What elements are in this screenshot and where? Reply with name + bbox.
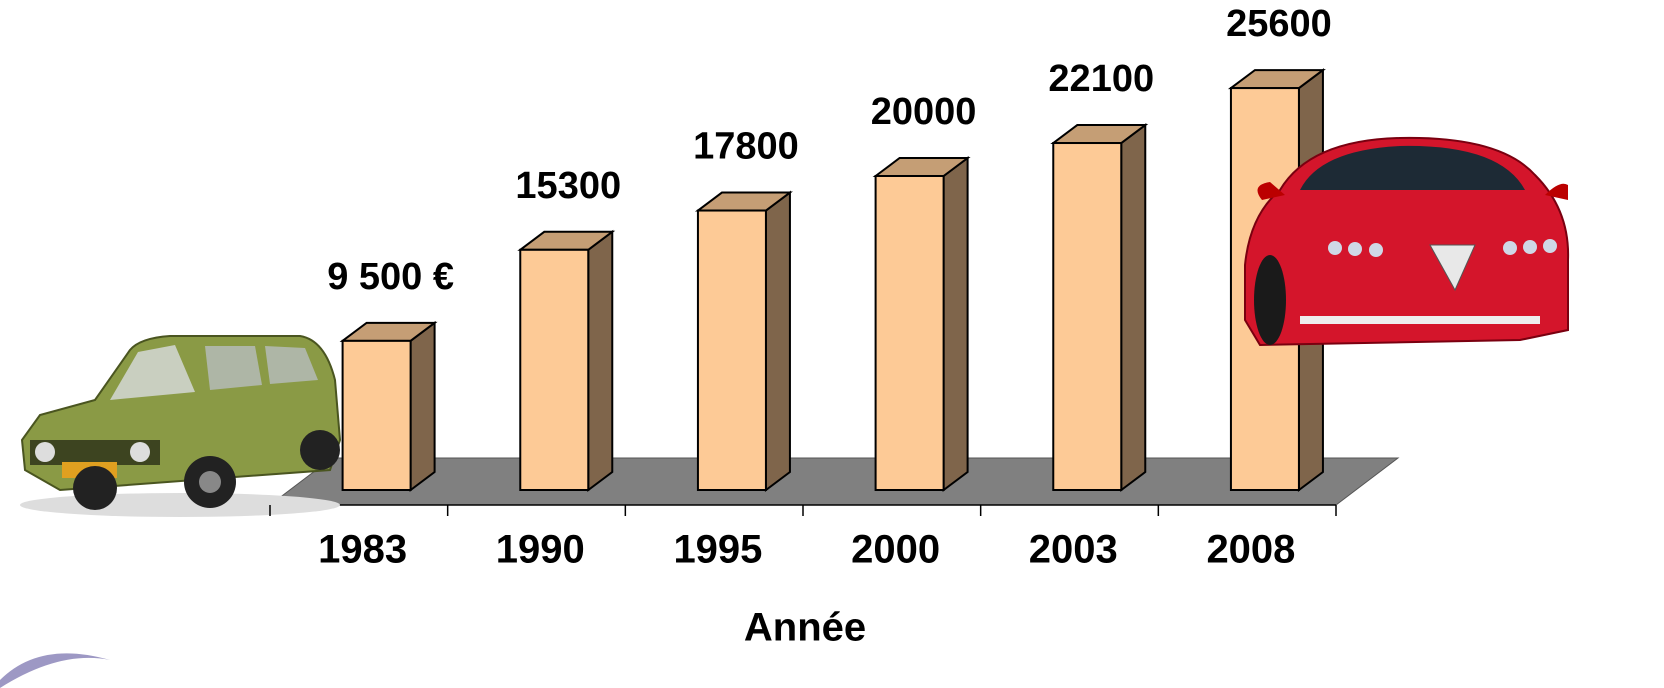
old-car-image [20, 335, 342, 517]
bar-side [764, 190, 791, 492]
x-tick-label: 2008 [1206, 528, 1295, 572]
value-label: 17800 [693, 126, 799, 168]
floor [268, 457, 1400, 506]
bar-side [409, 320, 436, 492]
bar-front [519, 248, 590, 491]
bar-side [1120, 123, 1147, 492]
bar-front [341, 339, 412, 491]
bar [694, 190, 793, 492]
bar-front [1052, 142, 1123, 491]
new-car-image [1244, 136, 1570, 347]
bar-front [696, 209, 767, 491]
bar-front [874, 175, 945, 491]
bar [339, 320, 438, 492]
x-tick-label: 2000 [851, 528, 940, 572]
bar [517, 229, 616, 492]
x-axis-title: Année [744, 606, 866, 650]
x-tick-label: 1983 [318, 528, 407, 572]
bar-side [942, 156, 969, 492]
value-label: 15300 [515, 165, 621, 207]
x-tick-label: 1990 [496, 528, 585, 572]
value-label: 20000 [871, 91, 977, 133]
value-label: 25600 [1226, 3, 1332, 45]
bar [872, 156, 971, 492]
value-label: 9 500 € [327, 256, 454, 298]
x-tick-label: 1995 [673, 528, 762, 572]
bar-side [587, 229, 614, 492]
logo-swoosh [0, 653, 110, 688]
x-tick-label: 2003 [1029, 528, 1118, 572]
value-label: 22100 [1048, 58, 1154, 100]
bar [1050, 123, 1149, 492]
